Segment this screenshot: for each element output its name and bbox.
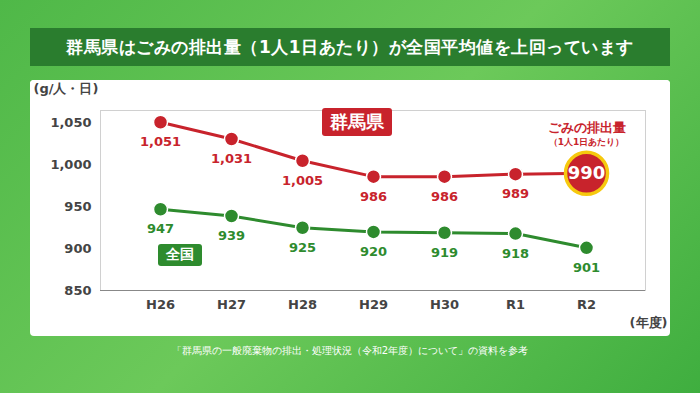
svg-text:(年度): (年度) bbox=[630, 315, 668, 330]
svg-text:950: 950 bbox=[64, 199, 91, 214]
svg-text:ごみの排出量: ごみの排出量 bbox=[548, 120, 626, 135]
svg-text:920: 920 bbox=[360, 244, 387, 259]
svg-text:901: 901 bbox=[573, 260, 600, 275]
svg-text:986: 986 bbox=[360, 189, 387, 204]
svg-text:989: 989 bbox=[502, 186, 529, 201]
svg-text:H26: H26 bbox=[146, 297, 175, 312]
svg-text:900: 900 bbox=[64, 241, 91, 256]
svg-text:H29: H29 bbox=[359, 297, 388, 312]
svg-text:（1人1日あたり）: （1人1日あたり） bbox=[549, 137, 625, 147]
svg-text:990: 990 bbox=[568, 162, 606, 183]
html-text:群馬県: 群馬県 bbox=[330, 111, 384, 132]
svg-text:918: 918 bbox=[502, 246, 529, 261]
svg-text:H30: H30 bbox=[430, 297, 459, 312]
svg-text:939: 939 bbox=[218, 228, 245, 243]
svg-text:925: 925 bbox=[289, 240, 316, 255]
html-text:群馬県はごみの排出量（1人1日あたり）が全国平均値を上回って: 群馬県はごみの排出量（1人1日あたり）が全国平均値を上回っています bbox=[66, 36, 634, 57]
svg-text:947: 947 bbox=[147, 221, 174, 236]
html-text:全国: 全国 bbox=[166, 246, 194, 262]
svg-text:(g/人・日): (g/人・日) bbox=[34, 81, 99, 96]
svg-text:1,051: 1,051 bbox=[140, 134, 181, 149]
svg-text:1,005: 1,005 bbox=[282, 173, 323, 188]
svg-text:986: 986 bbox=[431, 189, 458, 204]
svg-text:1,031: 1,031 bbox=[211, 151, 252, 166]
html-text:「群馬県の一般廃棄物の排出・処理状況（令和2年度）について」: 「群馬県の一般廃棄物の排出・処理状況（令和2年度）について」の資料を参考 bbox=[171, 345, 529, 356]
svg-text:H28: H28 bbox=[288, 297, 317, 312]
svg-text:1,000: 1,000 bbox=[50, 157, 91, 172]
svg-text:H27: H27 bbox=[217, 297, 246, 312]
svg-text:1,050: 1,050 bbox=[50, 115, 91, 130]
svg-text:R1: R1 bbox=[506, 297, 525, 312]
svg-text:850: 850 bbox=[64, 283, 91, 298]
svg-text:919: 919 bbox=[431, 245, 458, 260]
svg-text:R2: R2 bbox=[577, 297, 596, 312]
